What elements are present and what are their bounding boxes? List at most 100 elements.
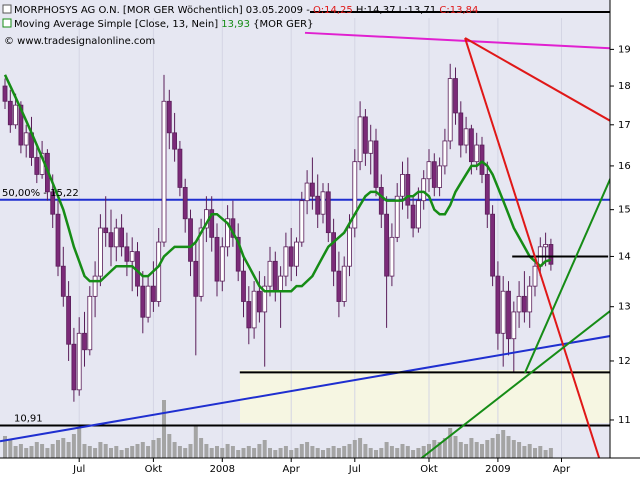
candle-body: [2, 85, 8, 102]
volume-bar: [321, 450, 325, 458]
volume-bar: [522, 446, 527, 458]
candle-body: [113, 227, 119, 248]
candle-body: [341, 265, 347, 302]
candle-body: [214, 236, 220, 282]
volume-bar: [495, 434, 500, 458]
volume-bar: [400, 444, 405, 458]
candle-body: [209, 209, 215, 238]
trend-line: [464, 37, 610, 122]
volume-bar: [50, 444, 55, 458]
volume-bar: [368, 448, 373, 458]
volume-bar: [363, 444, 368, 458]
volume-bar: [24, 448, 29, 458]
volume-bar: [315, 448, 320, 458]
x-tick-label: Jul: [348, 464, 361, 475]
volume-bar: [448, 428, 453, 458]
volume-bar: [501, 430, 506, 458]
candle-body: [378, 187, 384, 215]
volume-bar: [458, 442, 463, 458]
legend-icon: [2, 18, 12, 28]
candle-body: [172, 132, 178, 150]
candle-body: [241, 270, 246, 302]
volume-bar: [517, 442, 522, 458]
candle-body: [527, 285, 533, 313]
candle-body: [150, 285, 156, 302]
candle-body: [500, 290, 506, 334]
volume-bar: [225, 444, 230, 458]
candle-body: [331, 232, 337, 272]
candle-body: [23, 132, 29, 146]
y-tick-label: 17: [618, 120, 631, 131]
volume-bar: [162, 400, 166, 458]
volume-bar: [474, 442, 479, 458]
candle-body: [299, 200, 305, 243]
volume-bar: [411, 450, 416, 458]
volume-bar: [294, 448, 299, 458]
candle-body: [55, 213, 61, 267]
header-ma: Moving Average Simple [Close, 13, Nein] …: [14, 19, 314, 30]
candle-body: [304, 182, 310, 202]
candle-body: [336, 270, 342, 302]
candle-body: [447, 78, 453, 142]
candle-body: [474, 144, 480, 163]
candle-body: [410, 204, 416, 229]
candle-body: [256, 290, 262, 313]
candle-body: [511, 311, 517, 340]
volume-bar: [305, 442, 310, 458]
volume-bar: [34, 442, 39, 458]
candle-body: [92, 275, 98, 297]
symbol: MORPHOSYS AG O.N. [MOR GER Wöchentlich] …: [14, 5, 310, 16]
x-tick-label: Okt: [145, 464, 163, 475]
candle-body: [373, 140, 379, 188]
close: C:13,84: [439, 5, 478, 16]
candle-body: [124, 246, 130, 262]
volume-bar: [114, 446, 119, 458]
candle-body: [251, 290, 257, 329]
volume-bar: [61, 438, 66, 458]
volume-bar: [66, 442, 71, 458]
volume-bar: [506, 436, 511, 458]
volume-bar: [172, 442, 177, 458]
volume-bar: [310, 446, 315, 458]
candle-body: [437, 165, 443, 188]
candle-body: [18, 104, 24, 146]
candle-layer: [2, 63, 554, 402]
candle-body: [479, 144, 485, 175]
volume-bar: [82, 444, 87, 458]
x-tick-label: 2009: [485, 464, 510, 475]
candle-body: [198, 227, 204, 297]
volume-bar: [437, 442, 442, 458]
candle-body: [71, 343, 77, 391]
volume-bar: [442, 438, 447, 458]
candle-body: [267, 260, 273, 287]
candle-body: [219, 246, 225, 282]
volume-bar: [336, 448, 341, 458]
y-tick-label: 11: [618, 415, 631, 426]
volume-bar: [543, 450, 548, 458]
candle-body: [188, 218, 193, 262]
candle-body: [431, 161, 437, 188]
volume-bar: [389, 446, 394, 458]
volume-bar: [241, 448, 246, 458]
volume-bar: [464, 444, 469, 458]
volume-bar: [71, 434, 76, 458]
volume-bar: [289, 450, 294, 458]
level-label: 10,91: [14, 414, 43, 425]
volume-bar: [124, 448, 129, 458]
candle-body: [394, 195, 400, 238]
volume-bar: [151, 440, 156, 458]
candle-body: [453, 78, 458, 114]
candle-body: [522, 295, 527, 313]
candle-body: [415, 200, 421, 229]
candle-body: [368, 140, 374, 154]
volume-bar: [511, 440, 516, 458]
volume-bar: [421, 446, 426, 458]
candle-body: [262, 285, 268, 313]
volume-bar: [278, 448, 283, 458]
candle-body: [193, 260, 199, 297]
candle-body: [421, 178, 427, 202]
candle-body: [156, 241, 162, 302]
trend-line: [464, 37, 601, 458]
trend-line: [0, 335, 610, 443]
candle-body: [347, 227, 352, 267]
